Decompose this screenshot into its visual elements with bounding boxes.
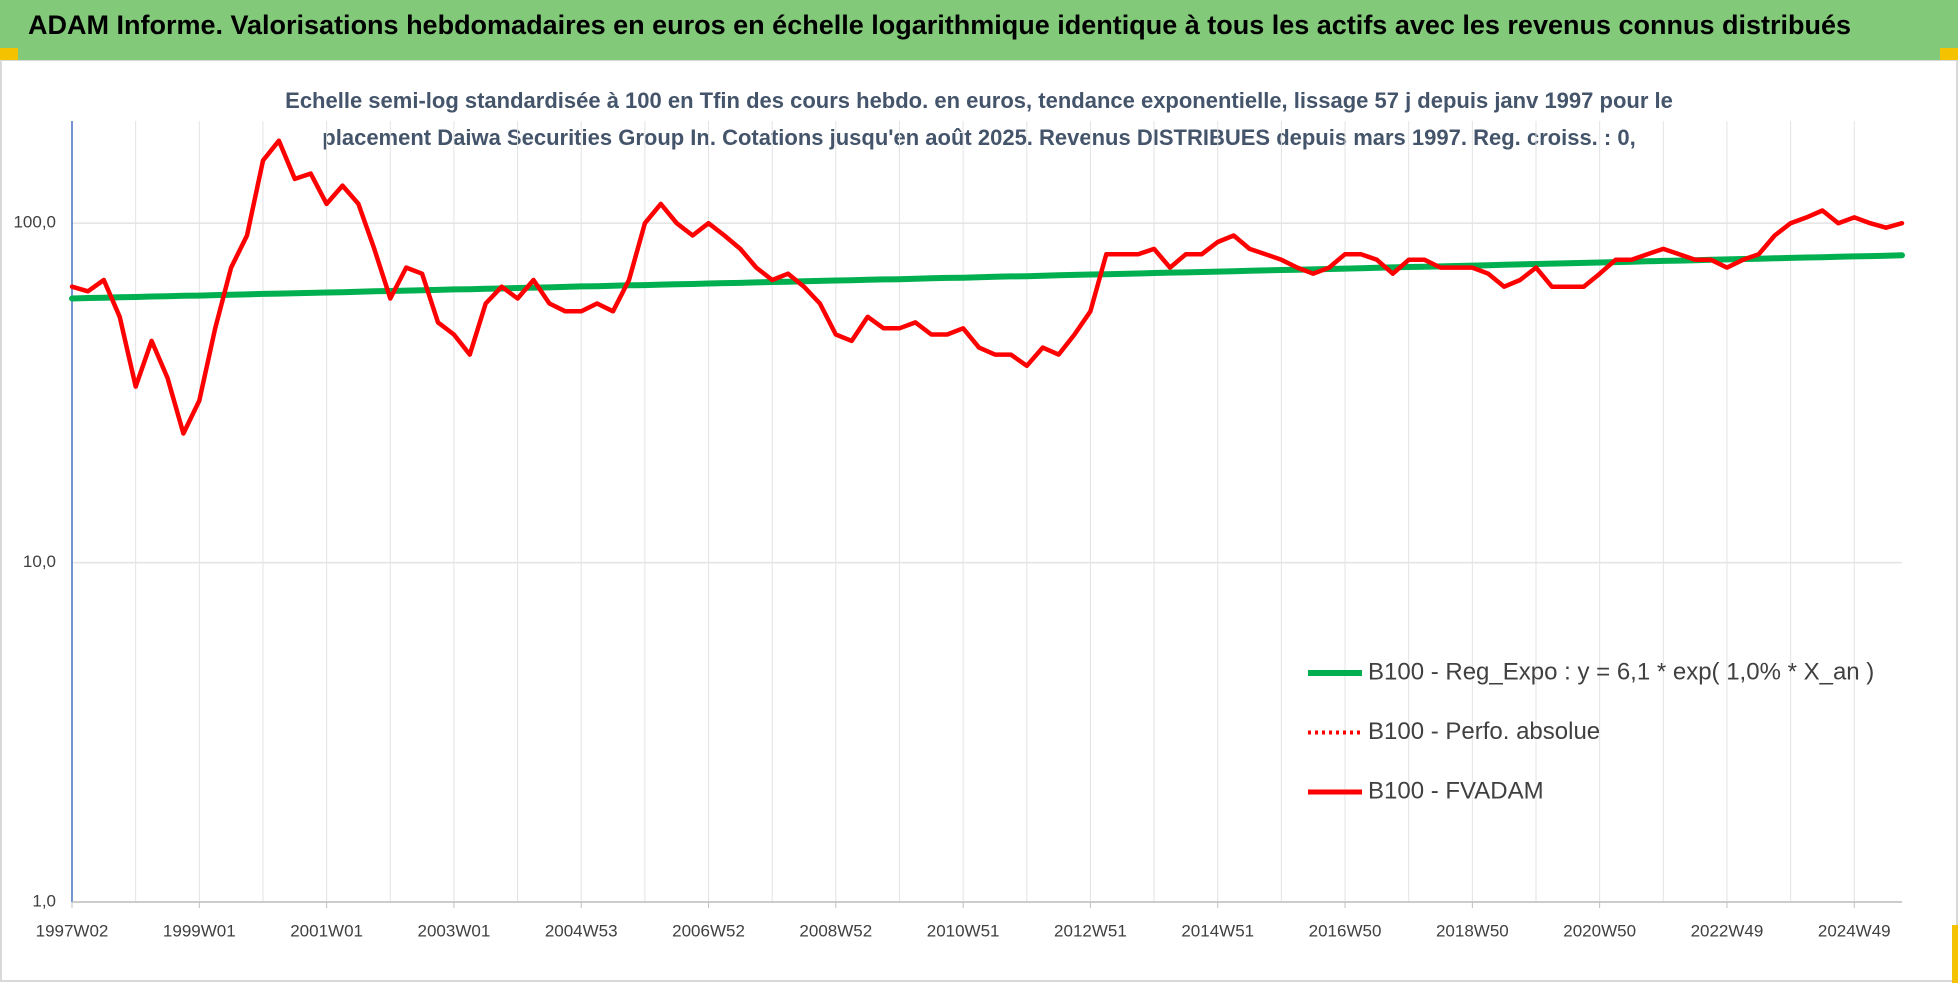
x-tick-label: 2014W51: [1181, 921, 1254, 940]
y-tick-label: 100,0: [13, 213, 56, 232]
legend-label: B100 - FVADAM: [1368, 777, 1544, 804]
x-tick-label: 1997W02: [36, 921, 109, 940]
corner: [1940, 48, 1958, 60]
chart-subtitle: Echelle semi-log standardisée à 100 en T…: [285, 88, 1673, 113]
x-tick-label: 1999W01: [163, 921, 236, 940]
chart-subtitle: placement Daiwa Securities Group In. Cot…: [322, 125, 1635, 150]
x-tick-label: 2008W52: [799, 921, 872, 940]
x-tick-label: 2022W49: [1691, 921, 1764, 940]
y-tick-label: 1,0: [32, 891, 56, 910]
corner: [1952, 925, 1958, 983]
title-bar: [0, 0, 1958, 60]
chart-title: ADAM Informe. Valorisations hebdomadaire…: [28, 10, 1851, 40]
x-tick-label: 2003W01: [418, 921, 491, 940]
x-tick-label: 2010W51: [927, 921, 1000, 940]
x-tick-label: 2016W50: [1309, 921, 1382, 940]
plot-area: [69, 138, 1905, 436]
x-tick-label: 2018W50: [1436, 921, 1509, 940]
y-tick-label: 10,0: [23, 552, 56, 571]
x-tick-label: 2012W51: [1054, 921, 1127, 940]
x-tick-label: 2024W49: [1818, 921, 1891, 940]
corner: [0, 48, 18, 60]
x-tick-label: 2020W50: [1563, 921, 1636, 940]
legend-label: B100 - Perfo. absolue: [1368, 718, 1600, 745]
series-line: [69, 138, 1905, 436]
series-line: [69, 252, 1905, 302]
legend-label: B100 - Reg_Expo : y = 6,1 * exp( 1,0% * …: [1368, 658, 1874, 685]
x-tick-label: 2001W01: [290, 921, 363, 940]
legend: B100 - Reg_Expo : y = 6,1 * exp( 1,0% * …: [1308, 658, 1874, 804]
x-tick-label: 2006W52: [672, 921, 745, 940]
x-tick-label: 2004W53: [545, 921, 618, 940]
